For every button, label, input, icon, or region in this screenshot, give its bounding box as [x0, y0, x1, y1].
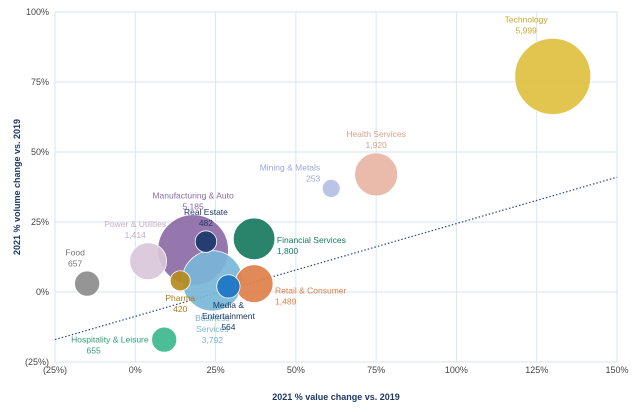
- x-axis-title: 2021 % value change vs. 2019: [272, 392, 400, 402]
- x-tick-label: 125%: [525, 365, 548, 375]
- bubble: [129, 242, 167, 281]
- x-tick-label: 50%: [287, 365, 305, 375]
- bubble: [321, 178, 341, 198]
- bubble-label: Media &: [213, 300, 245, 310]
- bubble-label: 482: [199, 218, 213, 228]
- bubble-label: 564: [221, 322, 235, 332]
- plot-frame: [54, 11, 618, 363]
- y-tick-label: 25%: [31, 217, 49, 227]
- bubble-label: 5,185: [182, 202, 204, 212]
- x-tick-label: 150%: [605, 365, 628, 375]
- bubble-label: 1,920: [366, 140, 388, 150]
- bubble-label: 420: [173, 304, 187, 314]
- bubble-label: Business: [195, 313, 230, 323]
- bubble-label: Pharma: [165, 293, 195, 303]
- y-tick-label: 50%: [31, 147, 49, 157]
- x-tick-label: 100%: [445, 365, 468, 375]
- trendline-group: [54, 176, 618, 341]
- bubble-label: Entertainment: [202, 311, 256, 321]
- x-tick-label: 0%: [129, 365, 142, 375]
- bubble-label: Food: [65, 248, 85, 258]
- bubble: [74, 270, 101, 297]
- axis-ticks: (25%) 0% 25% 50% 75% 100% 125% 150% (25%) 0% 25% 50…: [25, 7, 629, 375]
- bubble-label: 1,800: [277, 246, 299, 256]
- x-tick-label: 75%: [367, 365, 385, 375]
- bubble: [354, 152, 399, 197]
- y-axis-title: 2021 % volume change vs. 2019: [12, 119, 22, 255]
- y-tick-label: (25%): [25, 357, 49, 367]
- bubble-label: 3,792: [202, 335, 224, 345]
- x-tick-label: (25%): [43, 365, 67, 375]
- x-tick-label: 25%: [207, 365, 225, 375]
- bubble-label: 1,414: [125, 230, 147, 240]
- bubble-label: 655: [87, 346, 101, 356]
- y-tick-label: 100%: [26, 7, 49, 17]
- bubble: [169, 270, 191, 292]
- bubble-label: Real Estate: [184, 207, 228, 217]
- bubble-label: Health Services: [346, 129, 406, 139]
- bubble-label: 253: [306, 173, 320, 183]
- y-tick-label: 75%: [31, 77, 49, 87]
- bubble-label: Technology: [505, 14, 549, 24]
- bubble-label: 5,999: [516, 25, 538, 35]
- bubbles: [74, 38, 592, 353]
- bubble-label: Financial Services: [277, 235, 346, 245]
- bubble: [194, 230, 218, 253]
- bubble-label: 657: [68, 259, 82, 269]
- bubble-label: Hospitality & Leisure: [71, 335, 149, 345]
- bubble-label: Mining & Metals: [260, 162, 320, 172]
- bubble: [216, 274, 241, 299]
- bubble-label: 1,489: [275, 297, 297, 307]
- trendline: [54, 176, 618, 341]
- bubble-label: Power & Utilities: [104, 219, 166, 229]
- bubble: [234, 264, 274, 303]
- bubble: [151, 326, 178, 353]
- bubble: [514, 38, 592, 115]
- bubble-label: Retail & Consumer: [275, 286, 347, 296]
- bubble-label: Services: [196, 324, 229, 334]
- y-tick-label: 0%: [36, 287, 49, 297]
- bubble: [232, 217, 276, 261]
- bubble-label: Manufacturing & Auto: [152, 191, 234, 201]
